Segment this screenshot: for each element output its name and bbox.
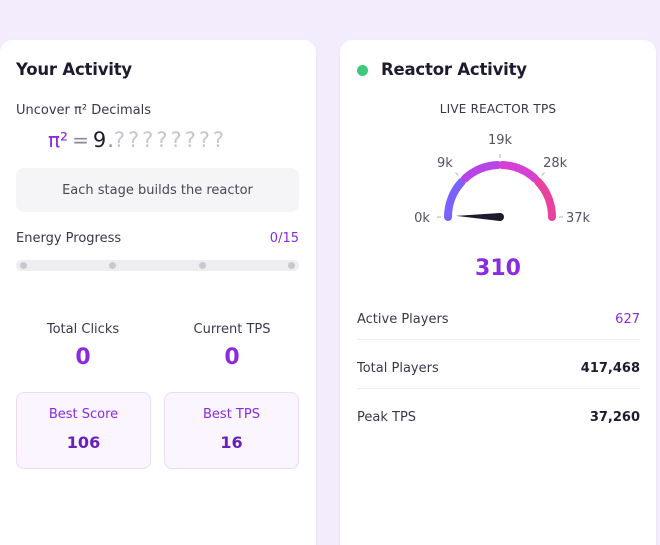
gauge-tick-label: 0k bbox=[414, 211, 430, 226]
gauge-arc-segment bbox=[498, 161, 540, 183]
stat-row-total-players: Total Players 417,468 bbox=[357, 353, 640, 389]
live-reactor-tps-label: LIVE REACTOR TPS bbox=[439, 102, 557, 116]
activity-card: Your Activity Uncover π² Decimals π² = 9… bbox=[0, 40, 316, 545]
stat-row-label: Peak TPS bbox=[357, 410, 417, 425]
gauge-tick-label: 19k bbox=[488, 133, 513, 148]
stat-row-value: 37,260 bbox=[589, 410, 640, 425]
total-clicks-value: 0 bbox=[75, 345, 91, 370]
best-tps-value: 16 bbox=[220, 433, 243, 452]
best-score-value: 106 bbox=[66, 433, 101, 452]
gauge-tick-label: 9k bbox=[437, 156, 453, 171]
uncover-label: Uncover π² Decimals bbox=[16, 103, 151, 118]
current-tps-label: Current TPS bbox=[193, 322, 271, 337]
total-clicks-label: Total Clicks bbox=[46, 322, 120, 337]
best-tps-box: Best TPS 16 bbox=[164, 392, 299, 469]
stat-row-active-players: Active Players 627 bbox=[357, 304, 640, 340]
stage-message: Each stage builds the reactor bbox=[16, 168, 299, 212]
progress-milestone-dot bbox=[288, 262, 295, 269]
progress-milestone-dot bbox=[198, 262, 206, 269]
gauge-tick-label: 37k bbox=[566, 211, 591, 226]
gauge-tick-mark bbox=[541, 172, 545, 176]
stat-row-label: Active Players bbox=[357, 312, 449, 327]
gauge-needle bbox=[456, 213, 501, 221]
pi-symbol: π² bbox=[48, 128, 69, 152]
progress-milestone-dot bbox=[20, 262, 27, 269]
stat-row-value: 417,468 bbox=[580, 361, 640, 376]
gauge-tick-mark bbox=[455, 172, 459, 176]
stat-row-label: Total Players bbox=[357, 361, 439, 376]
reactor-tps-gauge: 0k 9k 19k 28k 37k bbox=[414, 133, 591, 226]
pi-decimal-point: . bbox=[107, 128, 114, 152]
gauge-arc-segment bbox=[444, 177, 466, 221]
progress-milestone-dot bbox=[109, 262, 117, 269]
energy-progress-bar bbox=[16, 260, 299, 271]
activity-title: Your Activity bbox=[16, 60, 132, 79]
best-score-box: Best Score 106 bbox=[16, 392, 151, 469]
pi-decimals-display: π² = 9 . ???????? bbox=[48, 128, 227, 158]
live-status-dot-icon bbox=[357, 65, 368, 76]
stat-row-peak-tps: Peak TPS 37,260 bbox=[357, 402, 640, 438]
pi-equals: = bbox=[72, 128, 89, 152]
gauge-tick-label: 28k bbox=[543, 156, 568, 171]
reactor-title: Reactor Activity bbox=[381, 60, 527, 79]
gauge-arc-segment bbox=[460, 161, 502, 183]
reactor-tps-value: 310 bbox=[475, 256, 521, 281]
stat-row-value: 627 bbox=[615, 312, 640, 327]
current-tps-value: 0 bbox=[224, 345, 240, 370]
pi-integer: 9 bbox=[92, 128, 108, 152]
reactor-card: Reactor Activity LIVE REACTOR TPS 0k 9k 19… bbox=[340, 40, 656, 545]
energy-progress-value: 0/15 bbox=[269, 231, 299, 246]
gauge-needle-hub bbox=[496, 213, 504, 221]
gauge-arc-segment bbox=[534, 177, 556, 221]
energy-progress-label: Energy Progress bbox=[16, 231, 122, 246]
best-score-label: Best Score bbox=[48, 407, 119, 422]
pi-unknown-digits: ???????? bbox=[113, 128, 228, 152]
best-tps-label: Best TPS bbox=[203, 407, 260, 422]
